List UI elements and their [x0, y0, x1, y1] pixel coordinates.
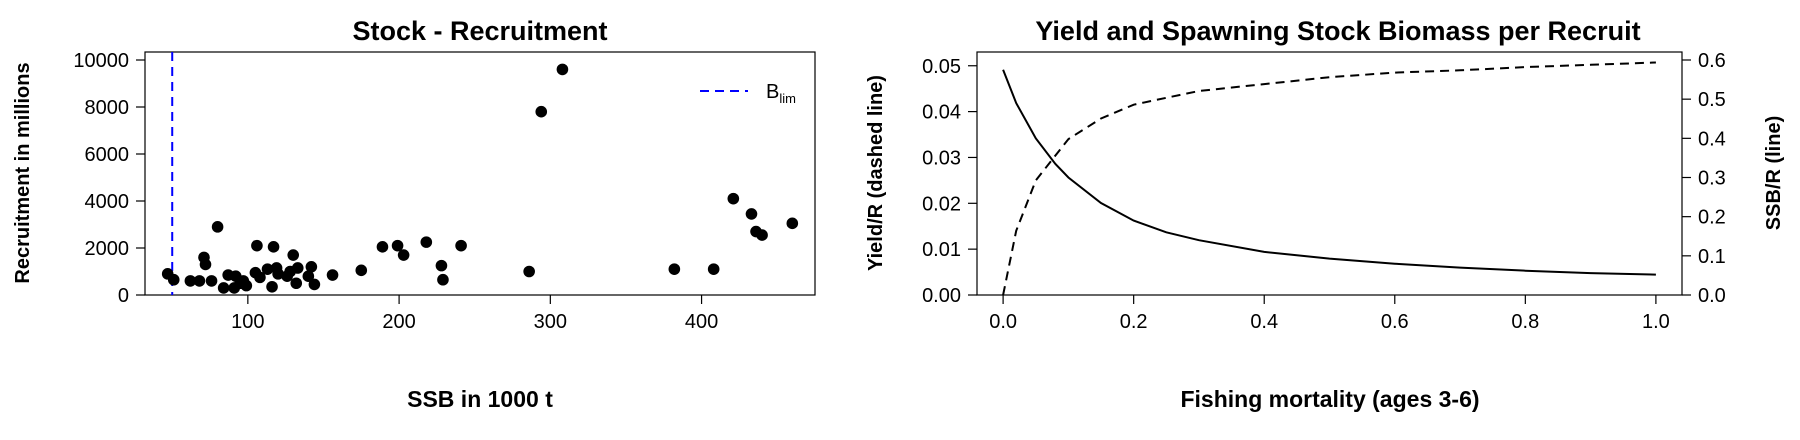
scatter-point [266, 280, 278, 293]
y-tick-label: 10000 [73, 50, 129, 72]
scatter-point [287, 249, 300, 261]
chart-title: Stock - Recruitment [352, 16, 607, 46]
chart-title: Yield and Spawning Stock Biomass per Rec… [1035, 16, 1640, 46]
x-tick-label: 0.4 [1250, 311, 1278, 333]
x-tick-label: 0.2 [1120, 311, 1148, 333]
scatter-point [786, 217, 799, 230]
scatter-point [193, 275, 206, 287]
legend-blim-subscript: lim [779, 91, 796, 106]
legend: Blim [700, 81, 796, 106]
scatter-point [435, 259, 448, 272]
x-axis-label: SSB in 1000 t [407, 386, 553, 412]
scatter-point [254, 271, 266, 284]
scatter-point [523, 265, 535, 278]
scatter-point [455, 239, 467, 252]
x-axis: 0.0 0.2 0.4 0.6 0.8 1.0 [989, 295, 1670, 333]
series-yield-per-recruit [1002, 61, 1656, 296]
scatter-point [376, 241, 389, 253]
y-tick-label: 6000 [85, 144, 130, 166]
scatter-point [397, 249, 410, 261]
y-axis-left: 0.00 0.01 0.02 0.03 0.04 0.05 [922, 56, 977, 307]
x-tick-label: 0.6 [1381, 311, 1409, 333]
y-right-tick-label: 0.6 [1698, 50, 1726, 72]
y-tick-label: 0.03 [922, 147, 961, 169]
stock-recruitment-chart: Stock - Recruitment 100 200 300 400 0 2000 40… [12, 16, 816, 412]
scatter-point [668, 263, 681, 275]
scatter-point [199, 258, 212, 271]
scatter-point [355, 264, 368, 277]
x-axis: 100 200 300 400 [231, 295, 718, 333]
scatter-point [391, 239, 404, 252]
y-tick-label: 8000 [85, 97, 130, 119]
y-tick-label: 0.05 [922, 56, 961, 78]
scatter-point [272, 268, 284, 280]
scatter-point [727, 192, 740, 205]
scatter-point [261, 263, 274, 275]
scatter-point [217, 282, 230, 294]
x-tick-label: 0.0 [989, 311, 1017, 333]
scatter-point [251, 239, 263, 252]
y-right-tick-label: 0.0 [1698, 285, 1726, 307]
y-tick-label: 0.00 [922, 285, 961, 307]
scatter-point [535, 105, 548, 118]
series-ssb-per-recruit [1002, 69, 1656, 276]
x-tick-label: 1.0 [1642, 311, 1670, 333]
y-tick-label: 0.02 [922, 193, 961, 215]
scatter-point [167, 273, 180, 286]
y-axis-label-right: SSB/R (line) [1763, 116, 1785, 230]
scatter-point [205, 275, 218, 287]
y-right-tick-label: 0.2 [1698, 207, 1726, 229]
y-tick-label: 0 [118, 285, 129, 307]
scatter-point [308, 278, 321, 291]
x-tick-label: 0.8 [1511, 311, 1539, 333]
scatter-point [745, 208, 758, 220]
scatter-point [291, 262, 304, 274]
y-tick-label: 4000 [85, 191, 130, 213]
y-right-tick-label: 0.5 [1698, 89, 1726, 111]
x-axis-label: Fishing mortality (ages 3-6) [1180, 386, 1479, 412]
scatter-point [707, 263, 720, 275]
y-right-tick-label: 0.3 [1698, 168, 1726, 190]
scatter-point [184, 275, 197, 287]
scatter-point [290, 277, 303, 290]
y-axis-right: 0.0 0.1 0.2 0.3 0.4 0.5 0.6 [1682, 50, 1726, 307]
y-axis-label: Recruitment in millions [12, 62, 34, 283]
x-tick-label: 100 [231, 311, 264, 333]
y-axis-label-left: Yield/R (dashed line) [865, 75, 887, 271]
scatter-point [420, 236, 433, 248]
x-tick-label: 400 [685, 311, 718, 333]
plot-box [976, 51, 1683, 296]
y-tick-label: 0.04 [922, 102, 961, 124]
x-tick-label: 200 [382, 311, 415, 333]
scatter-point [437, 273, 449, 286]
scatter-point [211, 221, 224, 233]
scatter-point [302, 270, 315, 283]
y-right-tick-label: 0.1 [1698, 246, 1726, 268]
yield-per-recruit-chart: Yield and Spawning Stock Biomass per Rec… [865, 16, 1785, 412]
scatter-point [267, 241, 280, 253]
scatter-point [326, 269, 339, 281]
scatter-point [556, 63, 569, 76]
y-axis: 0 2000 4000 6000 8000 10000 [73, 50, 145, 307]
scatter-points [161, 63, 799, 294]
x-tick-label: 300 [534, 311, 567, 333]
y-tick-label: 0.01 [922, 239, 961, 261]
plot-box [144, 51, 816, 296]
scatter-point [240, 279, 253, 292]
y-right-tick-label: 0.4 [1698, 128, 1726, 150]
scatter-point [305, 261, 318, 273]
legend-blim-label: Blim [766, 81, 796, 106]
legend-blim-main: B [766, 81, 779, 103]
scatter-point [756, 229, 768, 241]
y-tick-label: 2000 [85, 238, 130, 260]
